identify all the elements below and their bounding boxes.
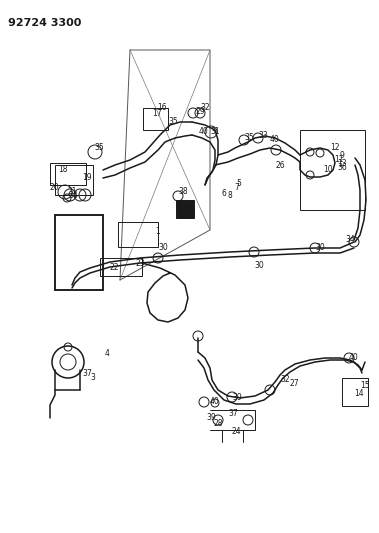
Text: 8: 8 [228, 191, 233, 200]
Text: 14: 14 [354, 389, 363, 398]
Text: 30: 30 [254, 261, 264, 270]
Text: 15: 15 [360, 381, 370, 390]
Text: 19: 19 [82, 173, 92, 182]
Text: 2: 2 [188, 211, 193, 220]
Text: 20: 20 [49, 182, 59, 191]
Text: 40: 40 [199, 126, 209, 135]
Bar [300, 130, 365, 210]
Bar [55, 215, 103, 290]
Text: 29: 29 [196, 108, 206, 117]
Bar [176, 200, 194, 218]
Text: 35: 35 [94, 143, 104, 152]
Text: 21: 21 [68, 187, 77, 196]
Text: 16: 16 [157, 102, 167, 111]
Bar [342, 378, 368, 406]
Text: 18: 18 [58, 166, 67, 174]
Text: 40: 40 [349, 353, 359, 362]
Text: 37: 37 [228, 408, 238, 417]
Text: 40: 40 [270, 134, 280, 143]
Text: 17: 17 [152, 109, 161, 118]
Bar [118, 222, 158, 247]
Text: 6: 6 [222, 189, 227, 198]
Text: 38: 38 [178, 188, 188, 197]
Text: 39: 39 [206, 414, 216, 423]
Text: 32: 32 [200, 102, 210, 111]
Text: 34: 34 [345, 235, 355, 244]
Text: 37: 37 [82, 369, 92, 378]
Text: 92724 3300: 92724 3300 [8, 18, 81, 28]
Text: 34: 34 [68, 191, 78, 200]
Text: 35: 35 [244, 133, 254, 142]
Text: 26: 26 [276, 160, 286, 169]
Bar [143, 108, 168, 130]
Text: 11: 11 [334, 156, 343, 165]
Text: 27: 27 [290, 378, 300, 387]
Text: 30: 30 [315, 244, 325, 253]
Text: 22: 22 [109, 263, 119, 272]
Bar [55, 165, 93, 195]
Text: 25: 25 [185, 200, 195, 209]
Text: 40: 40 [210, 398, 220, 407]
Text: 32: 32 [280, 376, 290, 384]
Text: 39: 39 [232, 392, 242, 401]
Text: 23: 23 [136, 259, 146, 268]
Text: 28: 28 [214, 419, 224, 429]
Text: 31: 31 [210, 126, 219, 135]
Text: 24: 24 [232, 427, 242, 437]
Text: 30: 30 [158, 244, 168, 253]
Text: 4: 4 [105, 349, 110, 358]
Text: 3: 3 [90, 374, 95, 383]
Text: 36: 36 [337, 164, 347, 173]
Text: 5: 5 [236, 179, 241, 188]
Text: 33: 33 [258, 132, 268, 141]
Text: 35: 35 [168, 117, 178, 126]
Text: 7: 7 [234, 183, 239, 192]
Bar [100, 258, 142, 276]
Text: 13: 13 [337, 159, 347, 168]
Text: 10: 10 [323, 166, 333, 174]
Text: 12: 12 [330, 143, 340, 152]
Bar [50, 163, 86, 185]
Text: 9: 9 [340, 151, 345, 160]
Text: 1: 1 [155, 228, 160, 237]
